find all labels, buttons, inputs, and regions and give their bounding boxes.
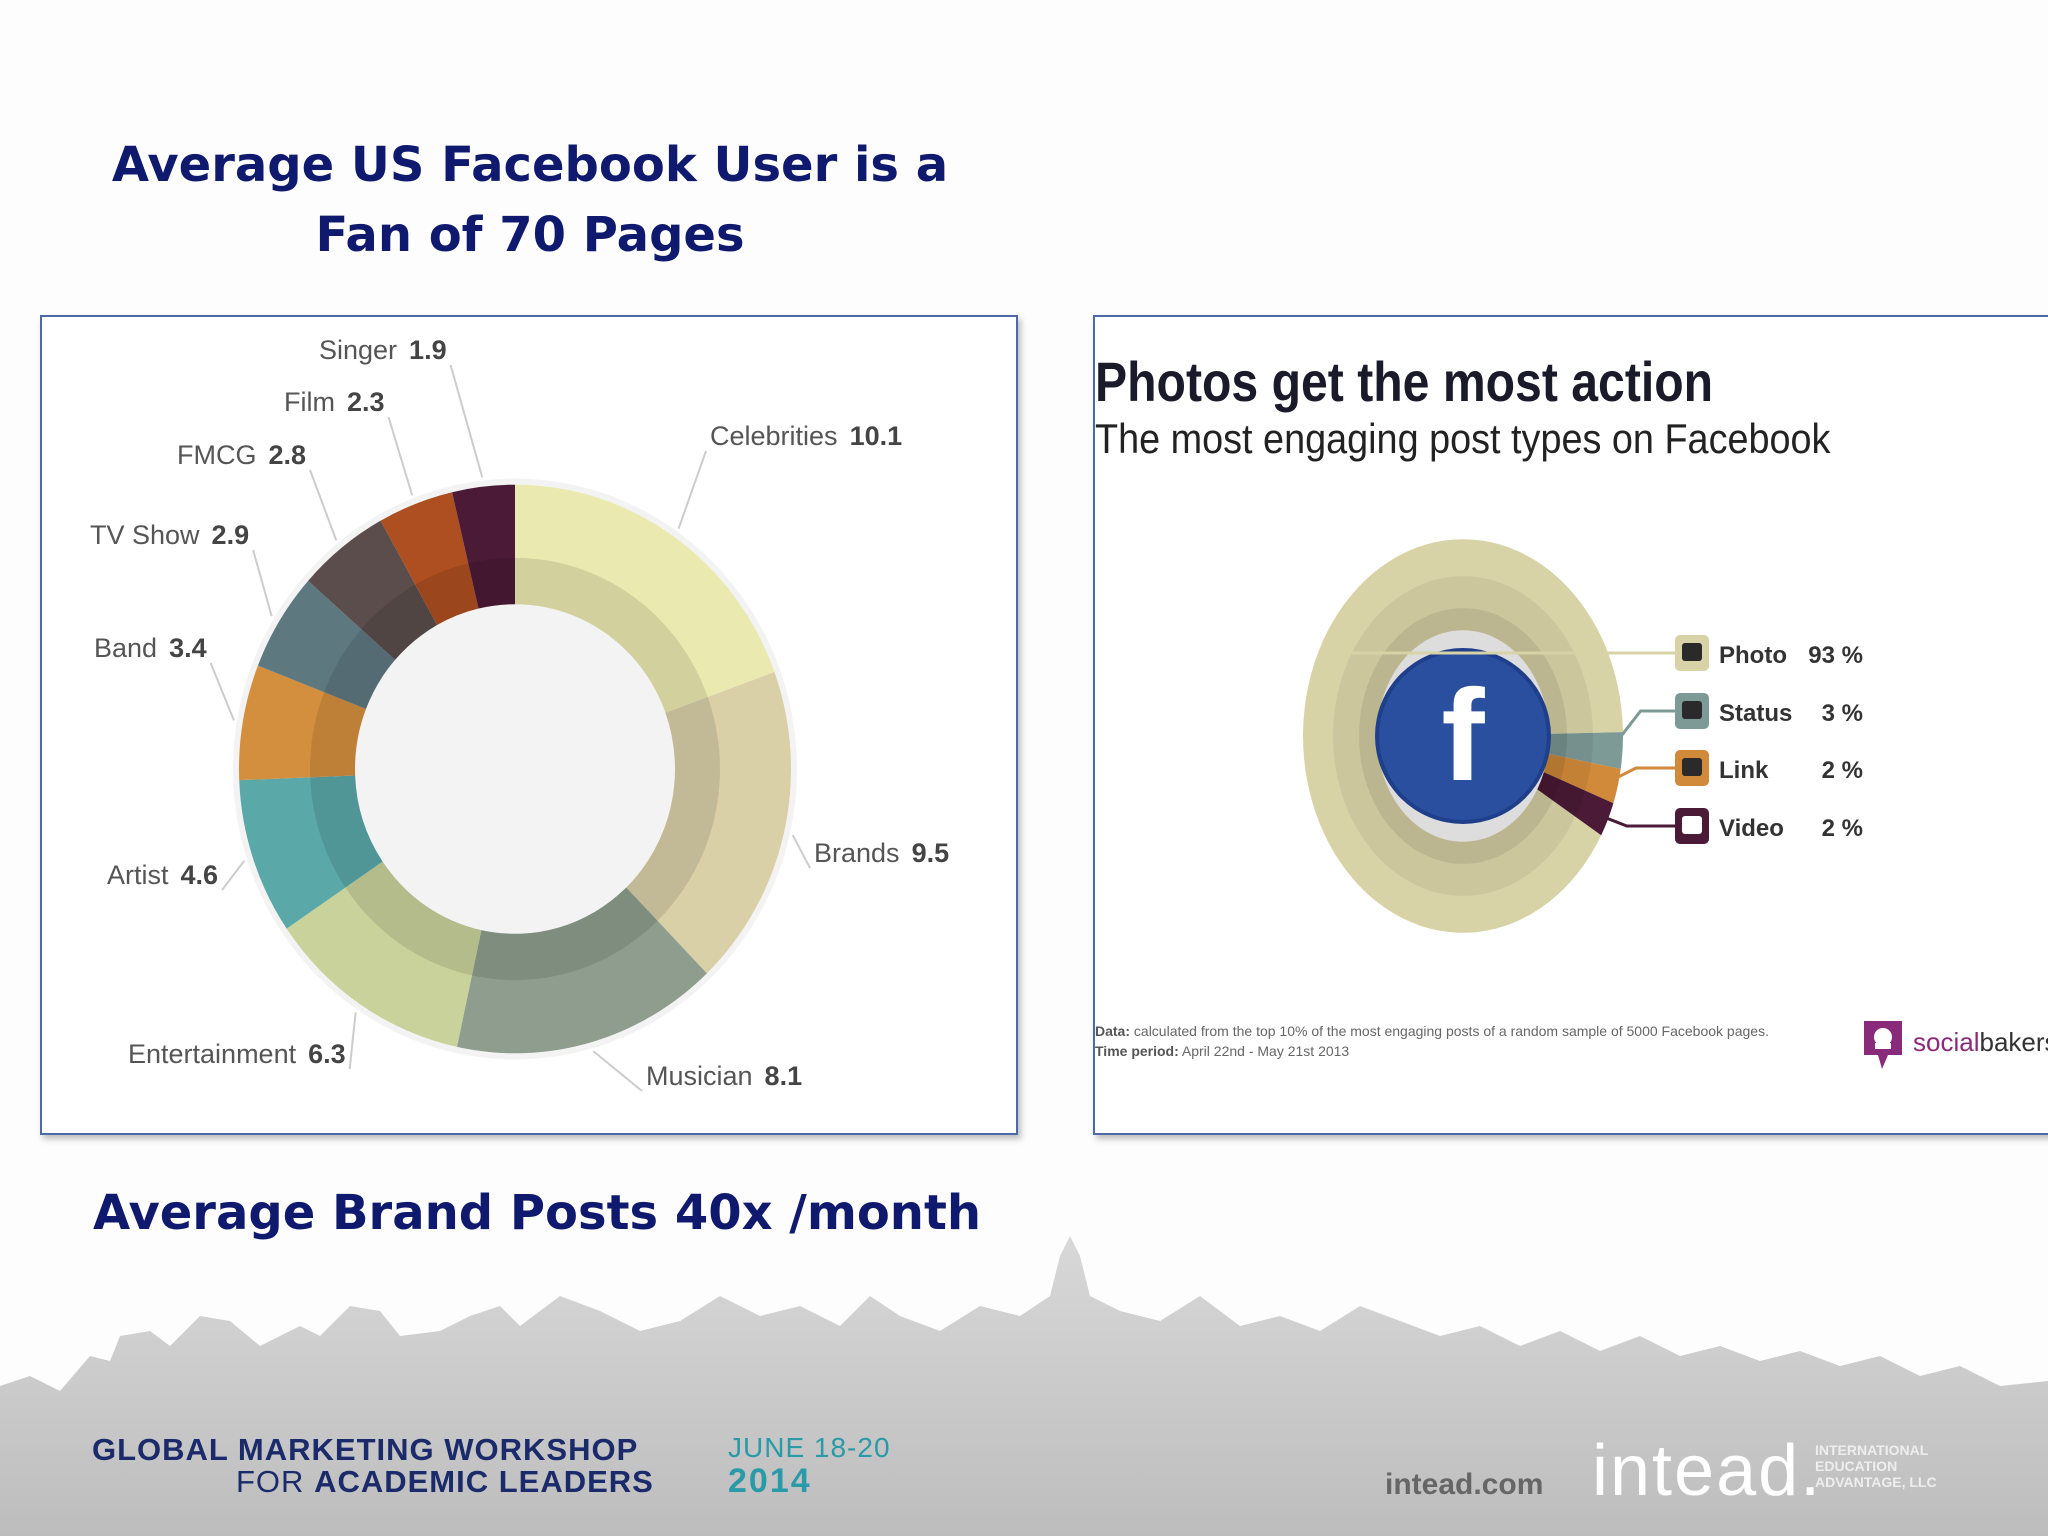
link-icon bbox=[1675, 750, 1709, 786]
slice-label-entertainment: Entertainment 6.3 bbox=[128, 1039, 346, 1069]
page-title: Average US Facebook User is a Fan of 70 … bbox=[111, 137, 949, 263]
slice-leader-musician bbox=[592, 1050, 643, 1092]
intead-logo-subtext: INTERNATIONAL EDUCATION ADVANTAGE, LLC bbox=[1815, 1442, 1937, 1490]
photo-icon bbox=[1675, 635, 1709, 671]
donut-inner-ring-band bbox=[309, 692, 366, 778]
donut-slice-entertainment bbox=[286, 861, 482, 1047]
slice-leader-artist bbox=[221, 860, 246, 891]
slice-leader-entertainment bbox=[348, 1012, 357, 1070]
slice-leader-tv-show bbox=[252, 549, 273, 617]
donut-inner-ring-celebrities bbox=[515, 557, 708, 713]
post-leader-link bbox=[1605, 766, 1675, 785]
donut-slice-celebrities bbox=[515, 484, 775, 713]
post-type-value-video: 2 % bbox=[1822, 815, 1863, 842]
slice-leader-singer bbox=[449, 364, 484, 478]
post-type-label-status: Status bbox=[1719, 700, 1792, 727]
slice-leader-celebrities bbox=[677, 450, 707, 529]
status-icon bbox=[1675, 693, 1709, 729]
slice-label-celebrities: Celebrities 10.1 bbox=[710, 421, 902, 451]
slice-label-brands: Brands 9.5 bbox=[814, 838, 949, 868]
donut-inner-ring-film bbox=[415, 563, 479, 626]
post-type-label-link: Link bbox=[1719, 757, 1769, 784]
post-types-chart-title: Photos get the most action bbox=[1095, 350, 1714, 413]
chart-note-data: Data: calculated from the top 10% of the… bbox=[1095, 1023, 1769, 1039]
sub-heading: Average Brand Posts 40x /month bbox=[93, 1185, 982, 1241]
slice-label-fmcg: FMCG 2.8 bbox=[177, 440, 306, 470]
post-leader-video bbox=[1596, 812, 1675, 828]
donut-slice-brands bbox=[626, 672, 791, 974]
donut-inner-ring-artist bbox=[310, 775, 383, 888]
slice-label-artist: Artist 4.6 bbox=[107, 860, 218, 890]
donut-slice-tv-show bbox=[257, 580, 396, 710]
post-slice-status bbox=[1547, 732, 1623, 770]
post-slice-photo bbox=[1303, 539, 1623, 933]
post-types-chart-subtitle: The most engaging post types on Facebook bbox=[1095, 415, 1831, 462]
footer-url[interactable]: intead.com bbox=[1385, 1468, 1544, 1501]
donut-inner-ring-brands bbox=[626, 696, 721, 921]
donut-slice-film bbox=[380, 492, 479, 626]
donut-slice-singer bbox=[452, 484, 515, 609]
donut-slice-fmcg bbox=[308, 520, 438, 660]
slice-leader-film bbox=[387, 416, 414, 496]
slice-leader-fmcg bbox=[309, 469, 338, 541]
donut-inner-ring-singer bbox=[468, 557, 515, 609]
facebook-logo-inner bbox=[1379, 652, 1547, 820]
donut-inner-ring-musician bbox=[471, 887, 658, 981]
post-types-donut-chart: f Photo 93 % Status 3 % Link 2 % Video 2 % bbox=[1303, 539, 1863, 933]
post-leader-photo bbox=[1314, 651, 1675, 691]
post-type-label-photo: Photo bbox=[1719, 642, 1787, 669]
post-leader-status bbox=[1609, 709, 1675, 751]
video-icon bbox=[1675, 808, 1709, 844]
post-slice-video bbox=[1537, 772, 1614, 836]
post-type-label-video: Video bbox=[1719, 815, 1784, 842]
intead-logo: intead. bbox=[1592, 1431, 1823, 1511]
footer-year: 2014 bbox=[728, 1462, 812, 1500]
slice-label-band: Band 3.4 bbox=[94, 633, 207, 663]
donut-slice-band bbox=[239, 665, 366, 781]
slice-label-tv-show: TV Show 2.9 bbox=[90, 520, 249, 550]
slice-label-musician: Musician 8.1 bbox=[646, 1061, 802, 1091]
footer-event-line1: GLOBAL MARKETING WORKSHOP bbox=[92, 1432, 639, 1467]
slice-leader-band bbox=[209, 662, 235, 721]
socialbakers-brand: socialbakers bbox=[1913, 1027, 2048, 1057]
slice-label-film: Film 2.3 bbox=[284, 387, 385, 417]
socialbakers-logo-icon bbox=[1864, 1021, 1902, 1069]
post-type-value-status: 3 % bbox=[1822, 700, 1863, 727]
donut-inner-ring-fmcg bbox=[361, 584, 438, 660]
footer-date: JUNE 18-20 bbox=[728, 1432, 891, 1463]
facebook-f-glyph: f bbox=[1441, 662, 1485, 808]
pages-donut-chart-panel: Celebrities 10.1 Brands 9.5 Musician 8.1 Enter… bbox=[40, 315, 1018, 1135]
post-type-value-photo: 93 % bbox=[1808, 642, 1863, 669]
donut-slice-musician bbox=[456, 887, 707, 1054]
slice-label-singer: Singer 1.9 bbox=[319, 335, 447, 365]
post-type-value-link: 2 % bbox=[1822, 757, 1863, 784]
pages-donut-chart: Celebrities 10.1 Brands 9.5 Musician 8.1 Enter… bbox=[90, 335, 949, 1092]
post-types-chart-panel: Photos get the most action The most enga… bbox=[1093, 315, 2048, 1135]
donut-inner-ring-entertainment bbox=[345, 861, 482, 976]
city-skyline-background bbox=[0, 1236, 2048, 1536]
chart-note-time: Time period: April 22nd - May 21st 2013 bbox=[1095, 1043, 1350, 1059]
slice-leader-brands bbox=[791, 834, 811, 869]
donut-slice-artist bbox=[239, 775, 383, 929]
footer-event-line2: FOR ACADEMIC LEADERS bbox=[236, 1464, 654, 1499]
post-slice-link bbox=[1543, 753, 1621, 804]
donut-inner-ring-tv-show bbox=[324, 629, 396, 710]
